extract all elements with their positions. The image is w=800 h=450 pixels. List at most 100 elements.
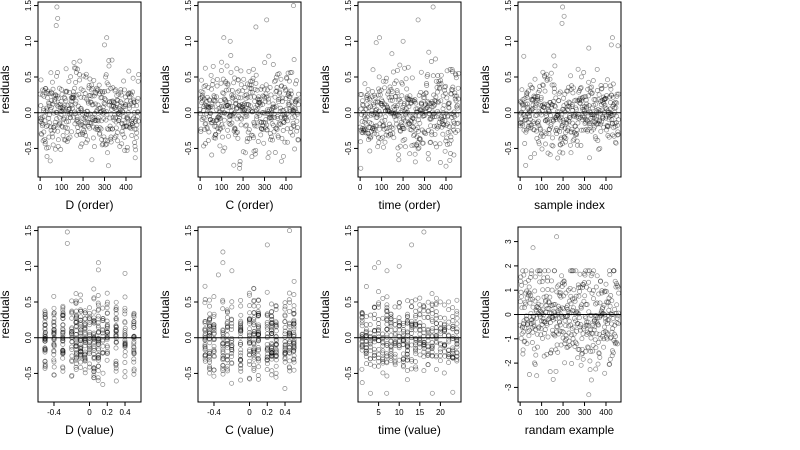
data-point bbox=[86, 83, 92, 88]
data-point bbox=[121, 123, 127, 129]
data-point bbox=[245, 129, 251, 135]
data-point bbox=[529, 340, 535, 345]
data-point bbox=[238, 82, 244, 88]
data-point bbox=[234, 105, 240, 111]
data-point bbox=[554, 234, 560, 240]
data-point bbox=[446, 100, 452, 106]
data-point bbox=[529, 98, 535, 103]
data-point bbox=[601, 344, 607, 350]
data-point bbox=[433, 99, 439, 104]
data-point bbox=[253, 72, 259, 78]
data-point bbox=[84, 108, 90, 114]
data-point bbox=[92, 111, 98, 116]
data-point bbox=[436, 78, 442, 84]
data-point bbox=[535, 90, 541, 95]
data-point bbox=[560, 106, 566, 112]
data-point bbox=[244, 101, 250, 107]
data-point bbox=[439, 124, 445, 130]
data-point bbox=[132, 126, 138, 132]
data-point bbox=[551, 82, 557, 88]
data-point bbox=[416, 117, 421, 123]
data-point bbox=[542, 118, 548, 124]
data-point bbox=[217, 125, 223, 131]
data-point bbox=[532, 76, 538, 82]
data-point bbox=[120, 109, 126, 115]
data-point bbox=[209, 86, 214, 92]
data-point bbox=[366, 104, 372, 110]
data-point bbox=[268, 92, 274, 98]
data-point bbox=[518, 289, 524, 295]
data-point bbox=[98, 109, 104, 114]
data-point bbox=[213, 123, 219, 129]
data-point bbox=[437, 86, 443, 92]
data-point bbox=[102, 89, 107, 95]
data-point bbox=[394, 112, 400, 118]
x-tick-label: 200 bbox=[396, 183, 410, 192]
data-point bbox=[431, 103, 436, 109]
data-point bbox=[284, 126, 290, 132]
data-point bbox=[211, 98, 217, 103]
data-point bbox=[386, 89, 392, 95]
data-point bbox=[233, 130, 239, 136]
data-point bbox=[544, 77, 550, 83]
data-point bbox=[563, 130, 569, 136]
data-point bbox=[377, 92, 383, 98]
data-point bbox=[109, 106, 115, 112]
data-point bbox=[384, 126, 390, 131]
data-point bbox=[64, 88, 70, 94]
data-point bbox=[291, 122, 297, 128]
data-point bbox=[518, 278, 524, 284]
data-point bbox=[610, 316, 616, 321]
data-point bbox=[103, 72, 109, 78]
data-point bbox=[46, 103, 52, 109]
data-point bbox=[46, 100, 51, 106]
data-point bbox=[64, 129, 70, 135]
data-point bbox=[582, 293, 588, 299]
data-point bbox=[568, 150, 574, 156]
data-point bbox=[525, 104, 531, 110]
data-point bbox=[100, 90, 106, 96]
data-point bbox=[87, 76, 93, 82]
data-point bbox=[283, 96, 289, 102]
data-point bbox=[274, 125, 279, 131]
data-point bbox=[540, 287, 546, 293]
data-point bbox=[388, 124, 394, 130]
data-point bbox=[367, 125, 373, 130]
x-axis-title: D (order) bbox=[65, 198, 113, 212]
data-point bbox=[209, 120, 215, 125]
data-point bbox=[207, 97, 213, 103]
data-point bbox=[548, 122, 554, 127]
data-point bbox=[380, 78, 386, 84]
data-point bbox=[447, 67, 453, 72]
data-point bbox=[449, 87, 455, 93]
data-point bbox=[534, 120, 540, 126]
y-axis-title: residuals bbox=[158, 65, 172, 113]
data-point bbox=[285, 93, 291, 98]
data-point bbox=[227, 38, 233, 44]
data-point bbox=[425, 100, 431, 106]
data-point bbox=[554, 131, 560, 137]
data-point bbox=[117, 109, 123, 115]
data-point bbox=[421, 129, 427, 135]
data-point bbox=[127, 125, 133, 131]
data-point bbox=[387, 97, 393, 103]
data-point bbox=[259, 126, 265, 132]
data-point bbox=[224, 102, 230, 108]
data-point bbox=[529, 122, 534, 128]
data-point bbox=[426, 111, 432, 117]
data-point bbox=[607, 272, 613, 278]
data-point bbox=[54, 73, 59, 79]
data-point bbox=[373, 99, 379, 105]
data-point bbox=[421, 113, 427, 119]
data-point bbox=[552, 268, 557, 274]
data-point bbox=[453, 129, 459, 135]
data-point bbox=[518, 100, 524, 106]
data-point bbox=[97, 125, 103, 131]
data-point bbox=[420, 111, 426, 117]
data-point bbox=[279, 99, 285, 104]
data-point bbox=[72, 121, 78, 127]
data-point bbox=[392, 106, 398, 112]
data-point bbox=[73, 70, 79, 75]
data-point bbox=[295, 125, 301, 131]
data-point bbox=[359, 125, 365, 131]
